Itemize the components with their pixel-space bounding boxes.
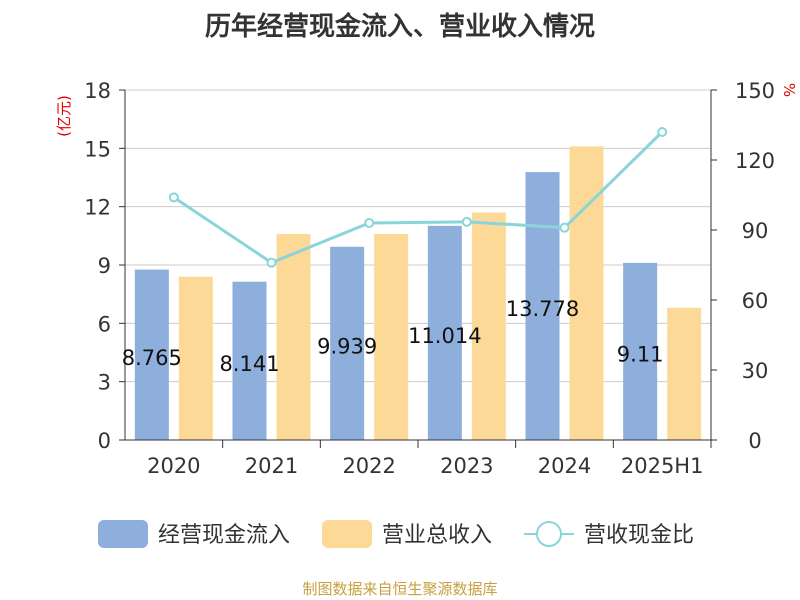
right-axis-label: %: [780, 83, 798, 97]
right-tick-label: 150: [735, 79, 775, 103]
left-tick-label: 12: [84, 196, 111, 220]
left-axis-label: (亿元): [55, 95, 73, 137]
legend-swatch-cash-inflow: [98, 520, 148, 548]
x-tick-label: 2021: [245, 454, 298, 478]
left-tick-label: 3: [98, 371, 111, 395]
ratio-point: [657, 127, 668, 137]
left-tick-label: 15: [84, 137, 111, 161]
right-tick-label: 30: [742, 359, 769, 383]
legend-label: 营收现金比: [584, 523, 694, 548]
ratio-line-path: [172, 130, 664, 265]
cash-inflow-bar: [134, 269, 169, 440]
cash-inflow-data-label: 9.939: [317, 334, 377, 358]
legend-swatch-revenue: [322, 520, 372, 548]
revenue-bar: [276, 233, 311, 440]
ratio-point: [168, 192, 179, 203]
left-tick-label: 9: [98, 254, 111, 278]
revenue-bar: [471, 212, 506, 440]
right-tick-label: 90: [742, 219, 769, 243]
cash-inflow-data-label: 11.014: [408, 324, 481, 348]
x-tick-label: 2023: [440, 454, 493, 478]
revenue-bar: [569, 146, 604, 440]
x-tick-label: 2020: [147, 454, 200, 478]
cash-inflow-data-label: 8.141: [219, 352, 279, 376]
cash-inflow-data-label: 9.11: [617, 342, 664, 366]
source-note: 制图数据来自恒生聚源数据库: [302, 580, 498, 598]
cash-inflow-bar: [525, 172, 560, 440]
left-tick-label: 0: [98, 429, 111, 453]
left-tick-label: 6: [98, 312, 111, 336]
right-tick-label: 120: [735, 149, 775, 173]
data-labels: 8.765 8.141 9.939 11.014 13.778 9.11: [122, 297, 664, 376]
revenue-bar: [178, 276, 213, 440]
left-tick-label: 18: [84, 79, 111, 103]
legend: 经营现金流入 营业总收入 营收现金比: [98, 520, 694, 548]
legend-marker: [536, 521, 562, 547]
cash-inflow-data-label: 13.778: [506, 297, 579, 321]
cash-inflow-data-label: 8.765: [122, 346, 182, 370]
ratio-point: [461, 216, 472, 227]
right-tick-label: 0: [748, 429, 761, 453]
revenue-bar: [374, 233, 409, 440]
chart-title: 历年经营现金流入、营业收入情况: [204, 12, 595, 42]
axes: 0 3 6 9 12 15 18 0 30 60 90 120 150 (亿元)% 2020 2021 2022…: [55, 79, 798, 478]
cash-inflow-bar: [427, 225, 462, 440]
x-tick-label: 2022: [342, 454, 395, 478]
revenue-bar: [667, 307, 702, 440]
cash-inflow-bar: [623, 262, 658, 440]
ratio-point: [364, 218, 375, 228]
x-tick-label: 2024: [538, 454, 591, 478]
ratio-line: [168, 127, 668, 268]
cash-inflow-bar: [232, 281, 267, 440]
x-tick-label: 2025H1: [621, 454, 704, 478]
grid-lines: [125, 89, 711, 383]
ratio-point: [559, 222, 570, 233]
cash-inflow-bar: [330, 246, 365, 440]
legend-label: 营业总收入: [382, 523, 492, 548]
right-tick-label: 60: [742, 289, 769, 313]
bars: [134, 146, 702, 440]
ratio-point: [266, 257, 277, 268]
legend-label: 经营现金流入: [158, 523, 290, 548]
